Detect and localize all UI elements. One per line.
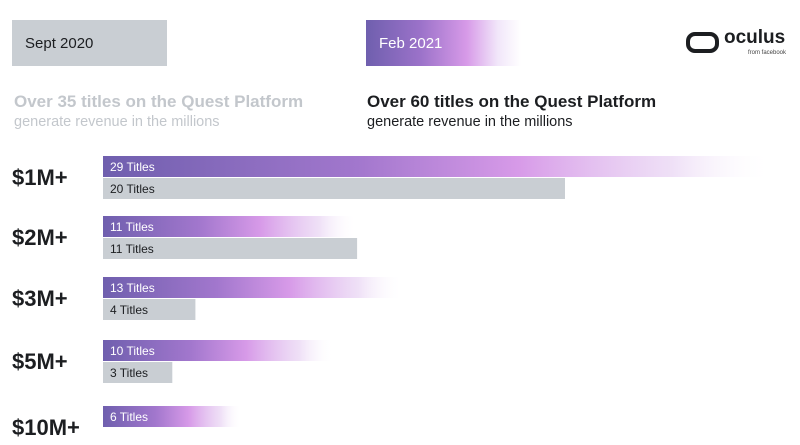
sept-2020-tag: Sept 2020: [12, 20, 167, 66]
feb-2021-bar-label: 13 Titles: [110, 281, 155, 295]
sept-2020-subheading: generate revenue in the millions: [14, 114, 220, 130]
sept-2020-bar: [103, 178, 565, 199]
feb-2021-heading: Over 60 titles on the Quest Platform: [367, 92, 657, 111]
sept-2020-bar-label: 20 Titles: [110, 182, 155, 196]
sept-2020-heading: Over 35 titles on the Quest Platform: [14, 92, 304, 111]
feb-2021-subheading: generate revenue in the millions: [367, 114, 573, 130]
feb-2021-bar-label: 10 Titles: [110, 344, 155, 358]
feb-2021-bar-label: 6 Titles: [110, 410, 148, 424]
oculus-logo: oculus from facebook: [686, 27, 788, 62]
feb-2021-tag-label: Feb 2021: [379, 34, 443, 52]
oculus-ring-icon: [686, 32, 719, 53]
oculus-byline: from facebook: [748, 50, 787, 56]
category-label: $2M+: [12, 225, 68, 250]
sept-2020-bar-label: 4 Titles: [110, 303, 148, 317]
feb-2021-bar-label: 11 Titles: [110, 220, 154, 234]
feb-2021-bar: [103, 406, 242, 427]
feb-2021-bar: [103, 340, 334, 361]
feb-2021-bar: [103, 156, 773, 177]
sept-2020-bar: [103, 299, 196, 320]
feb-2021-bar: [103, 216, 358, 237]
sept-2020-tag-label: Sept 2020: [25, 34, 94, 52]
sept-2020-bar: [103, 362, 173, 383]
feb-2021-bar: [103, 277, 404, 298]
category-label: $3M+: [12, 286, 68, 311]
oculus-wordmark: oculus: [724, 27, 786, 48]
sept-2020-bar: [103, 238, 358, 259]
feb-2021-bar-label: 29 Titles: [110, 160, 155, 174]
category-label: $10M+: [12, 415, 80, 440]
sept-2020-bar-label: 11 Titles: [110, 242, 154, 256]
feb-2021-tag: Feb 2021: [366, 20, 521, 66]
category-label: $1M+: [12, 165, 68, 190]
sept-2020-bar-label: 3 Titles: [110, 366, 148, 380]
category-label: $5M+: [12, 349, 68, 374]
